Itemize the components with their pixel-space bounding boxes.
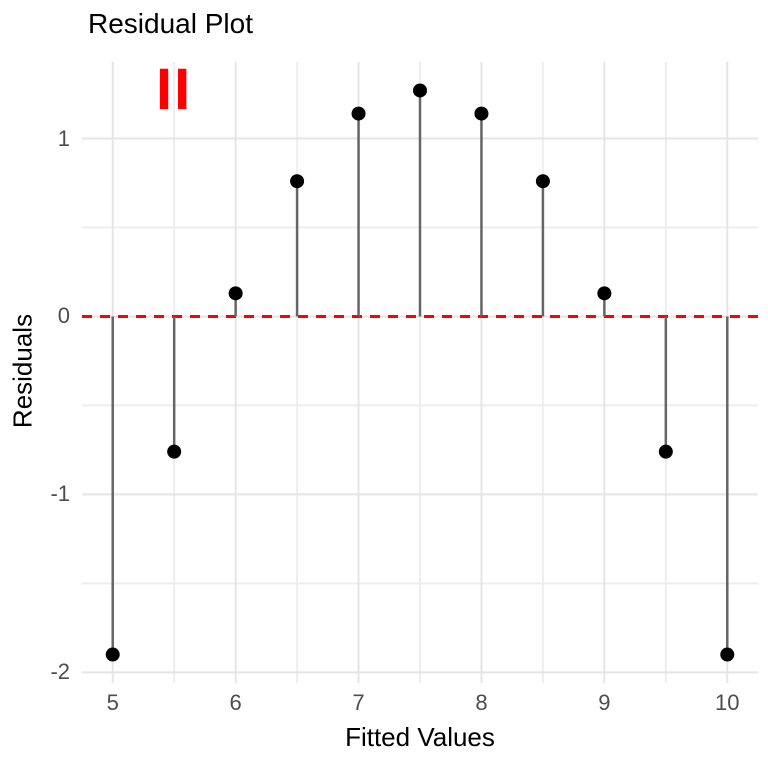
y-axis-title: Residuals xyxy=(7,313,38,429)
data-point xyxy=(228,286,243,301)
x-tick-label: 7 xyxy=(352,690,365,715)
data-point xyxy=(535,174,550,189)
y-tick-label: 1 xyxy=(57,125,70,151)
x-axis-title: Fitted Values xyxy=(0,722,768,753)
x-axis-title-text: Fitted Values xyxy=(345,722,495,752)
x-tick-label: 10 xyxy=(715,690,740,715)
annotation-label: II xyxy=(156,57,193,123)
data-point xyxy=(351,106,366,121)
data-point xyxy=(105,647,120,662)
x-tick-label: 6 xyxy=(229,690,242,715)
data-point xyxy=(413,83,427,98)
x-tick-label: 8 xyxy=(475,690,488,715)
data-point xyxy=(167,444,182,459)
x-tick-label: 5 xyxy=(106,690,119,715)
data-point xyxy=(720,647,735,662)
data-point xyxy=(597,286,612,301)
data-point xyxy=(658,444,673,459)
y-tick-label: -1 xyxy=(50,481,70,507)
data-point xyxy=(474,106,489,121)
x-tick-label: 9 xyxy=(598,690,611,715)
y-tick-label: -2 xyxy=(50,659,70,685)
y-tick-label: 0 xyxy=(57,303,70,329)
chart-title: Residual Plot xyxy=(88,8,253,39)
data-point xyxy=(290,174,305,189)
